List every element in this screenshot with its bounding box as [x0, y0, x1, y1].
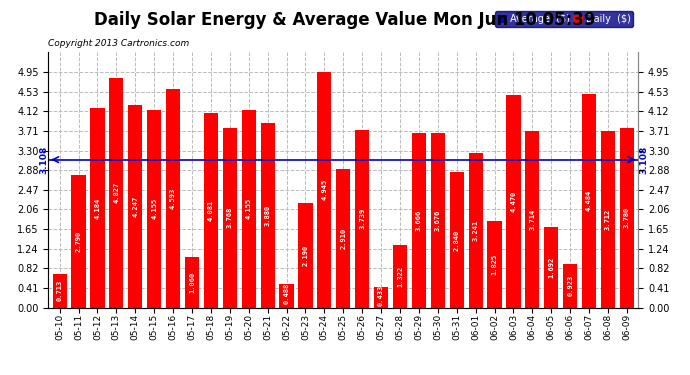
Bar — [336, 169, 351, 308]
Text: 1.060: 1.060 — [189, 272, 195, 293]
Text: 0.923: 0.923 — [567, 275, 573, 296]
Text: 3.676: 3.676 — [435, 209, 441, 231]
Bar — [261, 123, 275, 308]
Text: 4.155: 4.155 — [151, 198, 157, 219]
Bar — [620, 128, 634, 308]
Bar — [109, 78, 124, 308]
Text: 3.712: 3.712 — [605, 209, 611, 230]
Text: 0.488: 0.488 — [284, 283, 290, 304]
Text: 4.945: 4.945 — [322, 179, 327, 201]
Text: 1.322: 1.322 — [397, 266, 403, 286]
Bar — [506, 95, 520, 308]
Bar — [563, 264, 578, 308]
Text: 3.780: 3.780 — [624, 207, 630, 228]
Text: 4.184: 4.184 — [95, 197, 101, 219]
Bar — [128, 105, 142, 308]
Bar — [72, 175, 86, 308]
Text: 3.241: 3.241 — [473, 220, 479, 241]
Bar — [450, 172, 464, 308]
Bar — [204, 113, 218, 308]
Text: 4.247: 4.247 — [132, 196, 138, 217]
Bar — [223, 128, 237, 308]
Bar — [52, 274, 67, 308]
Bar — [185, 257, 199, 307]
Text: 3.880: 3.880 — [265, 205, 270, 226]
Text: 1.692: 1.692 — [549, 256, 554, 278]
Text: Daily Solar Energy & Average Value Mon Jun 10 05:39: Daily Solar Energy & Average Value Mon J… — [95, 11, 595, 29]
Text: 3.108: 3.108 — [39, 146, 48, 174]
Text: 4.155: 4.155 — [246, 198, 252, 219]
Text: 3.768: 3.768 — [227, 207, 233, 228]
Bar — [544, 227, 558, 308]
Text: 0.713: 0.713 — [57, 280, 63, 301]
Text: 4.081: 4.081 — [208, 200, 214, 221]
Text: 4.470: 4.470 — [511, 190, 516, 212]
Text: 2.190: 2.190 — [302, 245, 308, 266]
Bar — [601, 131, 615, 308]
Bar — [298, 203, 313, 308]
Bar — [279, 284, 294, 308]
Bar — [241, 110, 256, 308]
Text: 3.108: 3.108 — [639, 146, 648, 174]
Bar — [317, 72, 331, 308]
Bar — [147, 110, 161, 308]
Text: 2.840: 2.840 — [454, 230, 460, 251]
Text: 3.739: 3.739 — [359, 208, 365, 229]
Bar — [487, 220, 502, 308]
Bar — [166, 89, 180, 308]
Legend: Average  ($), Daily  ($): Average ($), Daily ($) — [495, 12, 633, 27]
Text: 4.593: 4.593 — [170, 188, 176, 209]
Text: 2.910: 2.910 — [340, 228, 346, 249]
Bar — [412, 133, 426, 308]
Bar — [431, 133, 445, 308]
Bar — [582, 94, 596, 308]
Bar — [355, 130, 369, 308]
Text: 3.714: 3.714 — [529, 209, 535, 230]
Text: 3.666: 3.666 — [416, 210, 422, 231]
Text: 2.790: 2.790 — [75, 231, 81, 252]
Text: 4.484: 4.484 — [586, 190, 592, 211]
Bar — [374, 287, 388, 308]
Bar — [90, 108, 105, 307]
Text: 1.825: 1.825 — [491, 254, 497, 275]
Text: 0.433: 0.433 — [378, 285, 384, 306]
Text: 4.827: 4.827 — [113, 182, 119, 203]
Bar — [393, 244, 407, 308]
Bar — [525, 131, 540, 308]
Bar — [469, 153, 483, 308]
Text: Copyright 2013 Cartronics.com: Copyright 2013 Cartronics.com — [48, 39, 190, 48]
